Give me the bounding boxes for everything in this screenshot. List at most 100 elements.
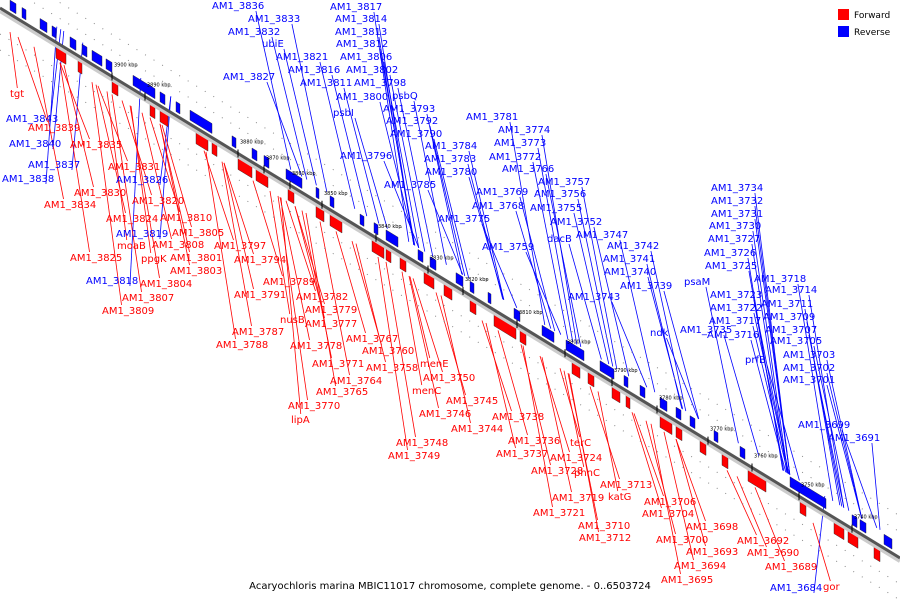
reverse-gene-feature	[851, 514, 858, 529]
label-leader-line	[663, 431, 694, 561]
gene-label: AM1_3791	[234, 290, 286, 301]
label-leader-line	[283, 48, 317, 186]
label-leader-line	[750, 339, 787, 473]
tick-label: 3770 kbp	[710, 427, 734, 433]
gene-label: AM1_3818	[86, 276, 138, 287]
tick-label: 3870 kbp	[266, 155, 290, 161]
gene-label: psbQ	[392, 91, 418, 102]
gene-label: AM1_3698	[686, 522, 738, 533]
map-caption: Acaryochloris marina MBIC11017 chromosom…	[249, 581, 651, 592]
label-leader-line	[808, 334, 845, 508]
gene-label: AM1_3768	[472, 201, 524, 212]
gene-label: AM1_3832	[228, 27, 280, 38]
label-leader-line	[841, 429, 878, 528]
gene-label: AM1_3689	[765, 562, 817, 573]
reverse-gene-feature	[315, 186, 320, 200]
gene-label: AM1_3691	[828, 433, 880, 444]
gene-label: AM1_3734	[711, 183, 763, 194]
label-leader-line	[305, 212, 336, 387]
gene-label: AM1_3770	[288, 401, 340, 412]
label-leader-line	[141, 112, 172, 240]
reverse-gene-feature	[81, 43, 88, 58]
reverse-gene-feature	[455, 272, 464, 288]
gene-label: AM1_3787	[232, 327, 284, 338]
label-leader-line	[559, 368, 581, 438]
gene-label: menC	[412, 386, 441, 397]
label-leader-line	[266, 81, 303, 177]
reverse-gene-feature	[329, 195, 335, 209]
legend: Forward Reverse	[838, 9, 891, 38]
gene-label: AM1_3792	[386, 116, 438, 127]
gene-label: AM1_3789	[263, 277, 315, 288]
gene-label: AM1_3806	[340, 52, 392, 63]
label-leader-line	[435, 292, 466, 396]
gene-label: prfB	[745, 355, 766, 366]
reverse-gene-feature	[487, 291, 492, 305]
tick-label: 3900 kbp	[114, 62, 138, 68]
label-leader-line	[279, 197, 310, 341]
gene-label: AM1_3713	[600, 480, 652, 491]
gene-label: AM1_3839	[28, 123, 80, 134]
label-leader-line	[481, 223, 518, 308]
gene-label: AM1_3757	[538, 177, 590, 188]
label-leader-line	[645, 420, 676, 535]
label-leader-line	[589, 386, 620, 480]
reverse-gene-feature	[9, 0, 17, 15]
label-leader-line	[525, 251, 562, 335]
gene-label: AM1_3805	[172, 228, 224, 239]
label-leader-line	[429, 125, 466, 277]
gene-label: AM1_3727	[708, 234, 760, 245]
reverse-gene-feature	[623, 374, 629, 389]
gene-label: gor	[823, 582, 840, 593]
tick-label: 3800 kbp	[567, 339, 591, 345]
label-leader-line	[813, 345, 850, 511]
gene-label: AM1_3797	[214, 241, 266, 252]
gene-label: phnC	[574, 468, 600, 479]
label-leader-line	[568, 243, 602, 360]
gene-label: AM1_3719	[552, 493, 604, 504]
gene-label: AM1_3707	[765, 325, 817, 336]
gene-features	[9, 0, 893, 563]
gene-label: AM1_3833	[248, 14, 300, 25]
gene-label: AM1_3692	[737, 536, 789, 547]
label-leader-line	[106, 91, 128, 241]
gene-label: nusB	[280, 315, 305, 326]
gene-label: AM1_3827	[223, 72, 275, 83]
label-leader-line	[808, 294, 845, 508]
gene-label: AM1_3779	[305, 305, 357, 316]
label-leader-line	[355, 243, 386, 363]
legend-reverse-swatch	[838, 26, 849, 37]
tick-label: 3820 kbp	[465, 277, 489, 283]
gene-label: AM1_3730	[709, 221, 761, 232]
label-leader-line	[647, 276, 684, 410]
gene-label: AM1_3830	[74, 188, 126, 199]
gene-label: AM1_3704	[642, 509, 694, 520]
label-leader-line	[545, 173, 582, 348]
reverse-gene-feature	[739, 445, 746, 460]
gene-label: AM1_3684	[770, 583, 822, 594]
gene-label: AM1_3746	[419, 409, 471, 420]
label-leader-line	[343, 87, 380, 224]
gene-label: AM1_3809	[102, 306, 154, 317]
label-leader-line	[563, 370, 585, 468]
label-leader-line	[427, 189, 464, 275]
label-leader-line	[752, 325, 789, 474]
gene-label: AM1_3740	[604, 267, 656, 278]
gene-label: AM1_3838	[2, 174, 54, 185]
label-leader-line	[33, 46, 64, 200]
gene-label: AM1_3726	[704, 248, 756, 259]
reverse-gene-feature	[69, 36, 77, 51]
label-leader-line	[385, 261, 416, 438]
gene-label: AM1_3731	[711, 209, 763, 220]
label-leader-line	[797, 283, 834, 501]
gene-label: AM1_3749	[388, 451, 440, 462]
gene-label: AM1_3716	[707, 330, 759, 341]
gene-label: AM1_3802	[346, 65, 398, 76]
label-leader-line	[573, 212, 610, 365]
gene-label: AM1_3819	[116, 229, 168, 240]
label-leader-line	[9, 32, 18, 89]
axis-shadow	[0, 9, 900, 563]
label-leader-line	[269, 190, 291, 315]
gene-label: AM1_3812	[336, 39, 388, 50]
label-leader-line	[593, 226, 630, 377]
